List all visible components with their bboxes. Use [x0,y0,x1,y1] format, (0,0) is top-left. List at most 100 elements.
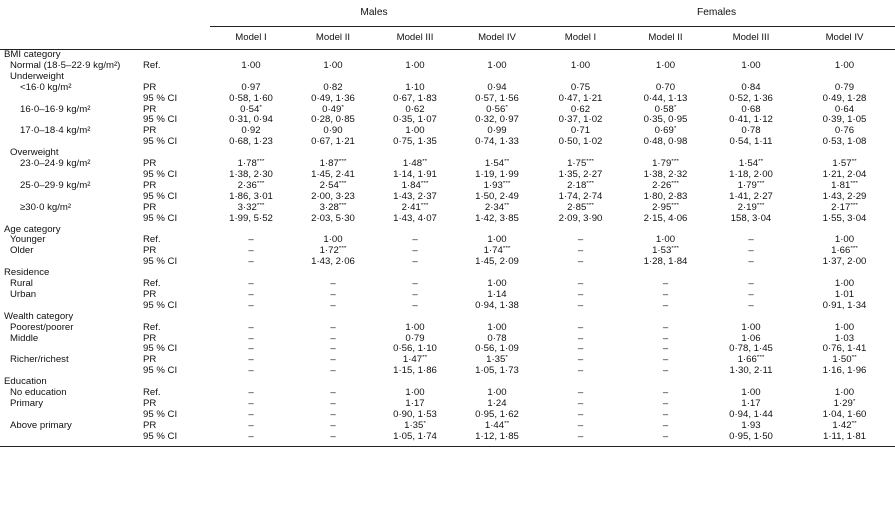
value-cell: 1·12, 1·85 [475,431,519,442]
value-cell [292,50,374,61]
value-cell: 1·43, 2·06 [311,257,355,268]
value-cell [456,148,538,159]
value-cell: – [330,431,336,442]
value-cell: 2·41*** [401,202,429,213]
significance-marker: ** [422,355,428,362]
value-cell: 3·28*** [319,202,347,213]
significance-marker: *** [338,246,347,253]
significance-marker: *** [338,159,347,166]
value-cell: 1·00 [570,60,591,71]
significance-marker: * [852,399,856,405]
value-cell [456,312,538,323]
stat-label [139,72,210,83]
row-label [0,301,139,312]
value-cell: – [248,235,254,246]
significance-marker: *** [671,246,679,253]
significance-marker: * [423,420,426,427]
value-cell: 0·35, 1·07 [393,115,437,126]
table-row: 95 % CI – – – 0·94, 1·38 – – – 0·91, 1·34 [0,301,895,312]
value-cell: 0·94, 1·38 [475,300,519,311]
value-cell: – [577,409,584,420]
value-cell: 0·41, 1·12 [729,115,773,126]
value-cell: 2·00, 3·23 [311,191,355,202]
value-cell [210,312,292,323]
value-cell [292,225,374,236]
value-cell: 0·90 [323,126,343,137]
value-cell: 2·95*** [652,202,679,213]
significance-marker: *** [671,180,679,187]
value-cell: – [748,300,754,311]
table-row: 95 % CI – – 1·05, 1·74 1·12, 1·85 – – 0·95, 1·5… [0,432,895,443]
value-cell: 0·56, 1·10 [393,344,437,355]
value-cell [794,72,895,83]
stat-label [139,148,210,159]
value-cell: 1·45, 2·41 [311,169,355,180]
prevalence-ratio-table: Males Females Model I Model II Model III Mo… [0,1,895,447]
value-cell: 1·38, 2·32 [643,169,688,180]
value-cell: 0·54* [240,104,262,115]
value-cell: 1·78*** [237,159,265,170]
value-cell [538,268,623,279]
value-cell: 1·11, 1·81 [822,431,867,442]
significance-marker: *** [502,180,511,187]
stat-label: PR [143,420,157,431]
value-cell: – [577,344,584,355]
value-cell: – [248,322,254,333]
row-label: Urban [10,289,37,300]
table-row: 95 % CI 0·31, 0·94 0·28, 0·85 0·35, 1·07 0·3… [0,115,895,126]
value-cell: 1·06 [741,333,761,344]
value-cell: 1·74, 2·74 [558,191,603,202]
value-cell [374,225,456,236]
value-cell: – [577,366,584,377]
value-cell: 0·35, 0·95 [643,115,688,126]
females-header: Females [696,7,737,19]
value-cell [794,50,895,61]
value-cell: 2·03, 5·30 [311,213,355,224]
value-cell: 1·37, 2·00 [822,257,867,268]
table-row: BMI category [0,50,895,61]
value-cell: 1·79*** [652,159,679,170]
value-cell: 1·00 [323,235,343,246]
table-body: BMI category Normal (18·5–22·9 kg/m²) Ref.… [0,50,895,447]
value-cell: 1·42** [832,420,857,431]
significance-marker: *** [420,180,429,187]
table-row: Above primary PR – – 1·35* 1·44** – – 1·93 1·42** [0,421,895,432]
value-cell: 0·79 [834,82,855,93]
value-cell [456,72,538,83]
value-cell: 0·49, 1·28 [822,93,867,104]
value-cell: 0·78, 1·45 [729,344,773,355]
value-cell: 1·00 [241,60,261,71]
value-cell: 0·49, 1·36 [311,93,355,104]
value-cell [538,225,623,236]
value-cell: 0·49* [322,104,344,115]
value-cell: – [248,246,254,257]
value-cell: 1·38, 2·30 [229,169,273,180]
table-row: Education [0,377,895,388]
row-label [0,410,139,421]
value-cell: – [662,279,669,290]
stat-label: PR [143,202,157,213]
value-cell: 0·75, 1·35 [393,137,437,148]
value-cell: – [248,257,254,268]
value-cell: 1·99, 5·52 [229,213,273,224]
row-label: No education [10,388,67,399]
row-label: Rural [10,279,33,290]
value-cell [708,268,794,279]
value-cell [623,72,708,83]
value-cell [708,377,794,388]
value-cell: 0·37, 1·02 [558,115,603,126]
significance-marker: *** [850,246,858,253]
row-label: Residence [4,268,50,279]
row-label: Overweight [10,148,59,159]
value-cell: 0·94 [487,82,507,93]
value-cell: – [248,409,254,420]
row-label: 16·0–16·9 kg/m² [20,104,91,115]
table-row: 95 % CI – – 0·56, 1·10 0·56, 1·09 – – 0·78, 1·4… [0,344,895,355]
value-cell: 1·54** [738,159,764,170]
value-cell: 0·78 [741,126,761,137]
value-cell: – [577,279,584,290]
value-cell [374,312,456,323]
value-cell: 1·00 [487,279,507,290]
value-cell: 1·10 [405,82,425,93]
